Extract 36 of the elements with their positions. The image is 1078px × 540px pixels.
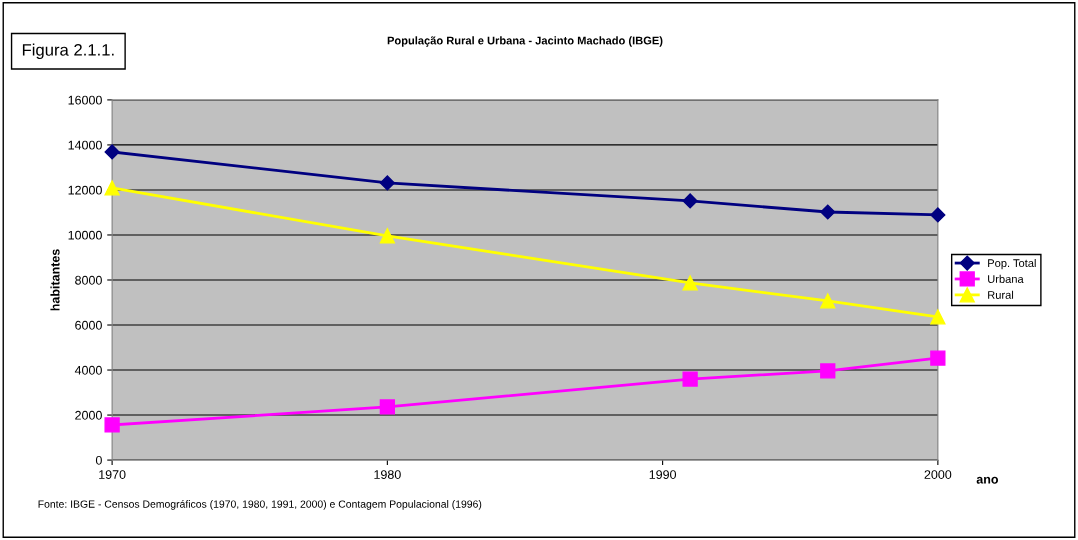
text: Figura 2.1.1. <box>22 43 114 60</box>
y-tick-label: 6000 <box>75 320 102 330</box>
y-tick-label: 2000 <box>75 410 102 420</box>
point <box>820 204 836 220</box>
y-tick-label: 12000 <box>68 185 102 195</box>
y-axis-title: habitantes <box>50 249 60 311</box>
x-tick-label: 1990 <box>649 470 677 479</box>
x-axis-title: ano <box>976 476 999 484</box>
point <box>820 363 836 379</box>
y-tick-label: 14000 <box>68 140 102 150</box>
y-tick-label: 10000 <box>68 230 102 240</box>
chart-title: População Rural e Urbana - Jacinto Machado (IBGE) <box>387 36 663 47</box>
point <box>104 180 120 196</box>
x-tick-label: 1970 <box>99 470 126 479</box>
point <box>379 175 395 191</box>
y-tick-label: 4000 <box>74 365 102 375</box>
point <box>104 417 120 433</box>
y-tick-label: 8000 <box>75 275 102 285</box>
legend-label: Rural <box>988 290 1014 299</box>
point <box>930 309 946 325</box>
point <box>930 207 946 223</box>
point <box>379 228 396 244</box>
x-tick-label: 1980 <box>374 470 401 479</box>
point <box>682 275 698 291</box>
source-note: Fonte: IBGE - Censos Demográficos (1970, 1980, 1991, 2000) e Contagem Populacional (1996) <box>38 499 482 510</box>
x-tick-label: 2000 <box>924 470 952 479</box>
point <box>682 193 698 209</box>
legend-label: Pop. Total <box>988 258 1036 270</box>
point <box>379 399 396 415</box>
y-tick-label: 0 <box>95 455 102 465</box>
point <box>682 371 698 387</box>
point <box>930 350 946 366</box>
y-tick-label: 16000 <box>68 95 102 105</box>
point <box>820 293 836 309</box>
legend-label: Urbana <box>988 274 1024 283</box>
point <box>104 144 120 160</box>
